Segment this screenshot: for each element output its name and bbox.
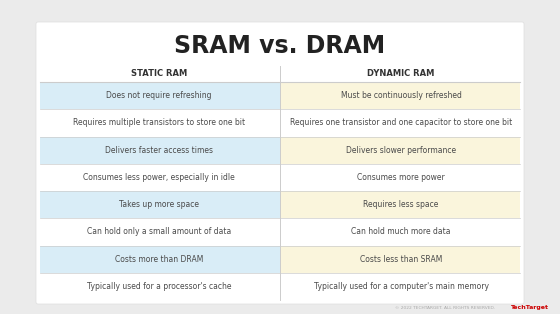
Bar <box>40 273 280 300</box>
Bar <box>40 109 280 137</box>
FancyBboxPatch shape <box>36 22 524 304</box>
Text: Requires one transistor and one capacitor to store one bit: Requires one transistor and one capacito… <box>290 118 512 127</box>
Bar <box>280 246 520 273</box>
Text: Costs more than DRAM: Costs more than DRAM <box>115 255 203 264</box>
Text: STATIC RAM: STATIC RAM <box>131 69 187 78</box>
Bar <box>40 137 280 164</box>
Text: Takes up more space: Takes up more space <box>119 200 199 209</box>
Text: Consumes more power: Consumes more power <box>357 173 445 182</box>
Text: Typically used for a processor's cache: Typically used for a processor's cache <box>87 282 231 291</box>
Bar <box>40 164 280 191</box>
Text: Requires less space: Requires less space <box>363 200 438 209</box>
Text: Delivers slower performance: Delivers slower performance <box>346 146 456 154</box>
Bar <box>40 246 280 273</box>
Bar <box>280 109 520 137</box>
Text: © 2022 TECHTARGET. ALL RIGHTS RESERVED.: © 2022 TECHTARGET. ALL RIGHTS RESERVED. <box>395 306 495 310</box>
Text: Delivers faster access times: Delivers faster access times <box>105 146 213 154</box>
Bar <box>280 191 520 218</box>
Text: SRAM vs. DRAM: SRAM vs. DRAM <box>174 34 386 58</box>
Text: TechTarget: TechTarget <box>510 306 548 311</box>
Bar <box>280 273 520 300</box>
Text: Can hold much more data: Can hold much more data <box>351 227 451 236</box>
Bar <box>280 82 520 109</box>
Text: Must be continuously refreshed: Must be continuously refreshed <box>340 91 461 100</box>
Bar <box>280 164 520 191</box>
Text: Does not require refreshing: Does not require refreshing <box>106 91 212 100</box>
Text: Costs less than SRAM: Costs less than SRAM <box>360 255 442 264</box>
Bar <box>40 218 280 246</box>
Bar <box>280 218 520 246</box>
Text: Consumes less power, especially in idle: Consumes less power, especially in idle <box>83 173 235 182</box>
Bar <box>40 191 280 218</box>
Bar <box>280 137 520 164</box>
Text: Requires multiple transistors to store one bit: Requires multiple transistors to store o… <box>73 118 245 127</box>
Text: Can hold only a small amount of data: Can hold only a small amount of data <box>87 227 231 236</box>
Text: Typically used for a computer's main memory: Typically used for a computer's main mem… <box>314 282 488 291</box>
Bar <box>40 82 280 109</box>
Text: DYNAMIC RAM: DYNAMIC RAM <box>367 69 435 78</box>
